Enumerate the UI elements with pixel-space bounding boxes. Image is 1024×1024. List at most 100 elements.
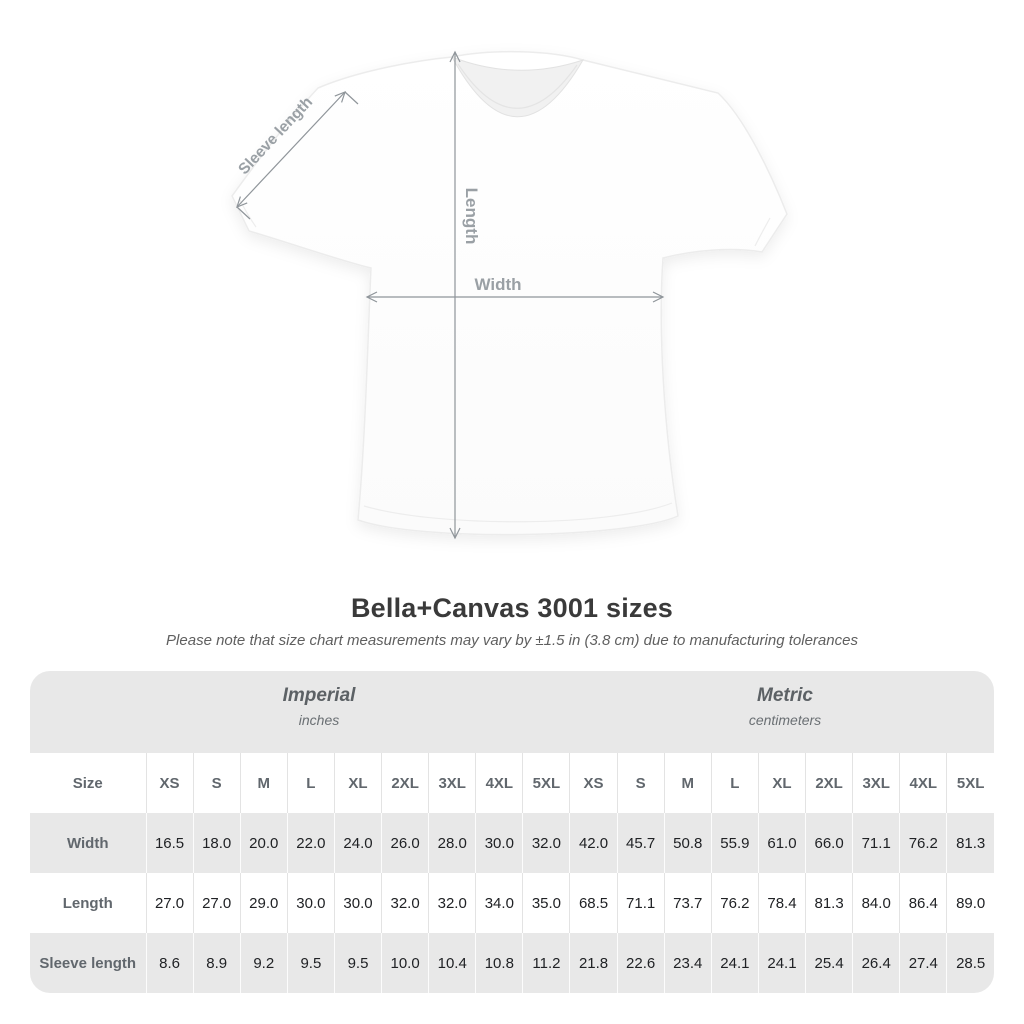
size-table-body: Size XS S M L XL 2XL 3XL 4XL 5XL XS S M L XL 2XL 3XL 4XL 5… <box>30 753 994 993</box>
col-header-metric-s: S <box>616 753 665 813</box>
value-imperial-2xl: 32.0 <box>381 873 429 933</box>
value-imperial-xl: 24.0 <box>333 813 382 873</box>
col-header-imperial-m: M <box>239 753 288 813</box>
value-imperial-xs: 27.0 <box>145 873 194 933</box>
sleeve-length-arrow <box>236 90 359 220</box>
value-metric-m: 73.7 <box>663 873 712 933</box>
value-metric-xl: 78.4 <box>757 873 806 933</box>
value-imperial-s: 8.9 <box>192 933 241 993</box>
value-metric-5xl: 28.5 <box>946 933 994 993</box>
value-imperial-4xl: 30.0 <box>475 813 523 873</box>
value-imperial-m: 20.0 <box>239 813 288 873</box>
value-imperial-4xl: 34.0 <box>475 873 523 933</box>
value-metric-xl: 61.0 <box>757 813 806 873</box>
metric-unit-label: centimeters <box>748 712 822 728</box>
value-imperial-s: 18.0 <box>192 813 241 873</box>
col-header-imperial-5xl: 5XL <box>522 753 570 813</box>
col-header-imperial-xs: XS <box>145 753 194 813</box>
value-imperial-l: 30.0 <box>286 873 335 933</box>
value-imperial-l: 22.0 <box>286 813 335 873</box>
tshirt-shape <box>231 50 788 536</box>
value-metric-3xl: 71.1 <box>852 813 900 873</box>
value-metric-2xl: 81.3 <box>805 873 853 933</box>
tshirt-diagram: Sleeve length Length Width <box>231 50 788 540</box>
col-header-imperial-xl: XL <box>333 753 382 813</box>
value-metric-5xl: 81.3 <box>946 813 994 873</box>
value-imperial-5xl: 32.0 <box>522 813 570 873</box>
imperial-group-header: Imperial inches <box>283 685 356 728</box>
value-metric-4xl: 76.2 <box>899 813 947 873</box>
col-header-metric-m: M <box>663 753 712 813</box>
value-metric-xs: 21.8 <box>569 933 618 993</box>
col-header-metric-5xl: 5XL <box>946 753 994 813</box>
size-header-row: Size XS S M L XL 2XL 3XL 4XL 5XL XS S M L XL 2XL 3XL 4XL 5… <box>30 753 994 813</box>
col-header-imperial-2xl: 2XL <box>381 753 429 813</box>
value-metric-xs: 68.5 <box>569 873 618 933</box>
value-metric-xs: 42.0 <box>569 813 618 873</box>
measurement-annotations <box>236 50 665 540</box>
metric-group-header: Metric centimeters <box>749 685 821 728</box>
value-imperial-3xl: 10.4 <box>428 933 476 993</box>
col-header-metric-xl: XL <box>757 753 806 813</box>
width-label: Width <box>474 275 521 294</box>
value-imperial-2xl: 10.0 <box>381 933 429 993</box>
page-subtitle: Please note that size chart measurements… <box>166 632 858 649</box>
row-label: Length <box>62 894 113 912</box>
value-imperial-xl: 30.0 <box>333 873 382 933</box>
value-imperial-m: 9.2 <box>239 933 288 993</box>
value-imperial-xl: 9.5 <box>333 933 382 993</box>
value-imperial-xs: 16.5 <box>145 813 194 873</box>
col-header-metric-xs: XS <box>569 753 618 813</box>
value-imperial-xs: 8.6 <box>145 933 194 993</box>
value-metric-s: 71.1 <box>616 873 665 933</box>
metric-label: Metric <box>757 685 813 706</box>
value-metric-m: 23.4 <box>663 933 712 993</box>
value-metric-s: 22.6 <box>616 933 665 993</box>
value-metric-l: 76.2 <box>710 873 759 933</box>
value-metric-s: 45.7 <box>616 813 665 873</box>
size-table: Size XS S M L XL 2XL 3XL 4XL 5XL XS S M L XL 2XL 3XL 4XL 5… <box>30 753 994 993</box>
row-label: Sleeve length <box>39 954 137 972</box>
page-title: Bella+Canvas 3001 sizes <box>350 593 674 623</box>
value-metric-2xl: 25.4 <box>805 933 853 993</box>
measurement-row-width: Width 16.5 18.0 20.0 22.0 24.0 26.0 28.0 30.0 32.… <box>30 813 994 873</box>
value-metric-m: 50.8 <box>663 813 712 873</box>
measurement-row-sleeve-length: Sleeve length 8.6 8.9 9.2 9.5 9.5 10.0 10.4 10.8… <box>30 933 994 993</box>
measurement-row-length: Length 27.0 27.0 29.0 30.0 30.0 32.0 32.0 34.0 35… <box>30 873 994 933</box>
imperial-unit-label: inches <box>298 712 340 728</box>
value-metric-2xl: 66.0 <box>805 813 853 873</box>
col-header-metric-3xl: 3XL <box>852 753 900 813</box>
value-metric-3xl: 84.0 <box>852 873 900 933</box>
value-imperial-m: 29.0 <box>239 873 288 933</box>
value-imperial-l: 9.5 <box>286 933 335 993</box>
col-header-imperial-s: S <box>192 753 241 813</box>
value-imperial-5xl: 35.0 <box>522 873 570 933</box>
value-imperial-s: 27.0 <box>192 873 241 933</box>
value-imperial-3xl: 28.0 <box>428 813 476 873</box>
col-header-metric-2xl: 2XL <box>805 753 853 813</box>
collar <box>450 56 585 118</box>
value-imperial-3xl: 32.0 <box>428 873 476 933</box>
hem-stitch <box>363 502 673 523</box>
value-metric-4xl: 27.4 <box>899 933 947 993</box>
length-label: Length <box>462 188 481 245</box>
size-col-header: Size <box>72 774 103 792</box>
value-imperial-4xl: 10.8 <box>475 933 523 993</box>
length-arrow <box>449 50 461 540</box>
col-header-metric-4xl: 4XL <box>899 753 947 813</box>
unit-band: Imperial inches Metric centimeters <box>30 671 994 753</box>
imperial-label: Imperial <box>282 685 356 706</box>
value-metric-xl: 24.1 <box>757 933 806 993</box>
tshirt-svg: Sleeve length Length Width <box>231 50 788 540</box>
value-imperial-5xl: 11.2 <box>522 933 570 993</box>
value-metric-l: 55.9 <box>710 813 759 873</box>
col-header-metric-l: L <box>710 753 759 813</box>
width-arrow <box>365 291 665 303</box>
value-metric-l: 24.1 <box>710 933 759 993</box>
value-metric-3xl: 26.4 <box>852 933 900 993</box>
value-metric-5xl: 89.0 <box>946 873 994 933</box>
value-metric-4xl: 86.4 <box>899 873 947 933</box>
col-header-imperial-l: L <box>286 753 335 813</box>
row-label: Width <box>66 834 109 852</box>
